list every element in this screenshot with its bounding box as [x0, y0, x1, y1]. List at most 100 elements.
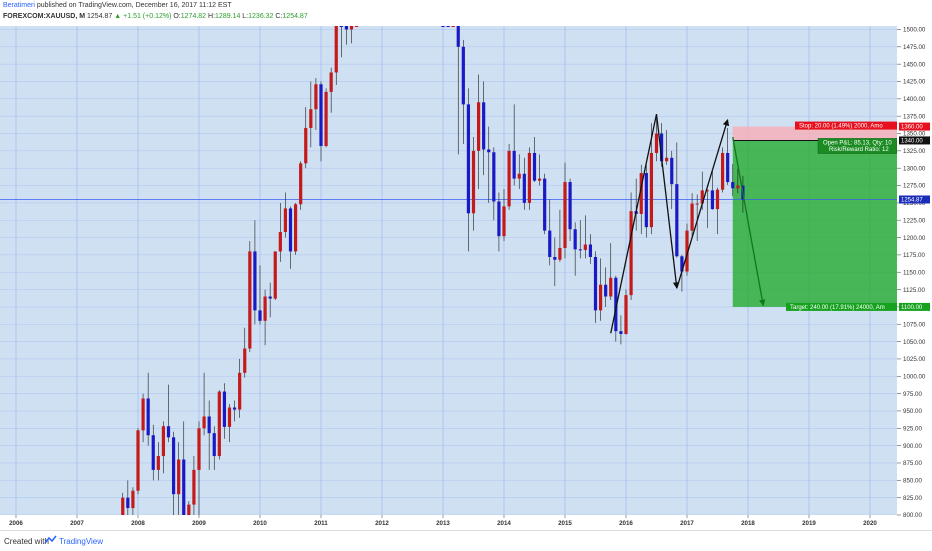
x-tick-label: 2013	[436, 520, 450, 527]
price-chart[interactable]: Stop: 20.00 (1.49%) 2000, Amo Open P&L: …	[0, 26, 932, 530]
take-profit-zone[interactable]	[732, 140, 897, 307]
position-labels: Stop: 20.00 (1.49%) 2000, Amo Open P&L: …	[786, 121, 898, 311]
candle-body	[522, 173, 526, 203]
candle-body	[232, 407, 237, 410]
candle-body	[680, 256, 684, 272]
y-tick-label: 875.00	[903, 460, 922, 467]
candle-body	[588, 244, 593, 257]
candle-body	[344, 26, 349, 30]
stop-loss-zone[interactable]	[732, 126, 897, 141]
price-tags: 1360.00 1340.00 1254.87 1100.00	[899, 122, 930, 311]
candle-body	[161, 426, 166, 457]
candle-body	[243, 348, 247, 373]
y-tick-label: 800.00	[903, 512, 922, 519]
candle-body	[314, 84, 318, 110]
candle-body	[131, 490, 135, 509]
candle-body	[461, 46, 465, 105]
candle-body	[497, 201, 501, 237]
open-value: 1274.82	[180, 13, 207, 20]
stop-price-text: 1360.00	[901, 125, 923, 131]
risk-reward-label: Risk/Reward Ratio: 12	[829, 147, 889, 153]
candle-body	[705, 190, 709, 192]
candle-body	[568, 182, 572, 230]
entry-price-tag	[899, 136, 930, 145]
candle-body	[512, 150, 516, 179]
candle-body	[654, 133, 659, 153]
tradingview-brand-link[interactable]: TradingView	[59, 537, 104, 546]
candle-body	[548, 230, 552, 257]
candle-body	[293, 204, 298, 252]
candle-body	[309, 109, 313, 128]
y-tick-label: 1425.00	[903, 79, 926, 86]
y-tick-label: 1150.00	[903, 269, 925, 276]
y-tick-label: 925.00	[903, 425, 922, 432]
candle-body	[471, 150, 476, 214]
candle-body	[726, 152, 730, 183]
candle-body	[614, 277, 618, 332]
upswing-arrow[interactable]	[676, 119, 730, 289]
candle-body	[258, 310, 262, 321]
candle-body	[492, 152, 496, 202]
candle-body	[624, 295, 628, 334]
trend-drawings[interactable]	[610, 113, 766, 334]
candle-body	[136, 430, 140, 491]
author-link[interactable]: Beratimeri	[3, 2, 35, 9]
price-change: ▲ +1.51 (+0.12%)	[114, 13, 172, 20]
candle-body	[263, 296, 267, 321]
candle-body	[324, 91, 328, 146]
candle-body	[659, 133, 664, 162]
zigzag-pattern-line[interactable]	[610, 113, 680, 334]
candlestick-series	[121, 26, 745, 515]
y-tick-label: 825.00	[903, 495, 922, 502]
y-tick-label: 1350.00	[903, 131, 926, 138]
candle-body	[563, 182, 567, 248]
candle-body	[558, 247, 562, 260]
candle-body	[151, 435, 155, 470]
x-tick-label: 2014	[497, 520, 511, 527]
candle-body	[502, 206, 506, 237]
x-tick-label: 2016	[619, 520, 633, 527]
candle-body	[278, 232, 282, 252]
candle-body	[715, 189, 720, 210]
projection-arrow[interactable]	[732, 136, 766, 307]
candle-body	[192, 469, 196, 505]
x-tick-label: 2011	[314, 520, 328, 527]
published-text: published on TradingView.com, December 1…	[36, 2, 232, 9]
y-tick-label: 975.00	[903, 391, 922, 398]
candle-body	[466, 104, 471, 214]
candle-body	[441, 26, 445, 27]
close-value: 1254.87	[282, 13, 308, 20]
candle-body	[177, 459, 181, 495]
y-tick-label: 1475.00	[903, 44, 926, 51]
candle-body	[207, 416, 211, 434]
y-tick-label: 1025.00	[903, 356, 926, 363]
x-tick-label: 2019	[802, 520, 816, 527]
candle-body	[532, 152, 537, 181]
candle-body	[268, 296, 272, 299]
candle-body	[619, 331, 623, 334]
candle-body	[456, 26, 460, 47]
y-tick-label: 950.00	[903, 408, 922, 415]
candle-body	[629, 211, 633, 296]
candle-body	[604, 284, 608, 297]
candle-body	[487, 149, 491, 153]
candle-body	[553, 256, 557, 260]
candle-body	[329, 72, 333, 92]
candle-body	[202, 416, 206, 429]
candle-body	[319, 84, 323, 146]
candle-body	[171, 437, 176, 495]
short-position-tool[interactable]	[732, 126, 897, 307]
candle-body	[446, 26, 450, 27]
candle-body	[248, 251, 252, 349]
time-axis[interactable]: 2006 2007 2008 2009 2010 2011 2012 2013 2014 2015…	[0, 515, 897, 530]
candle-body	[639, 173, 643, 214]
candle-body	[593, 256, 598, 311]
y-tick-label: 1050.00	[903, 339, 926, 346]
candle-body	[146, 398, 150, 436]
y-tick-label: 1250.00	[903, 200, 926, 207]
y-tick-label: 1275.00	[903, 183, 926, 190]
candle-body	[527, 152, 532, 203]
current-price-text: 1254.87	[901, 197, 923, 203]
x-tick-label: 2017	[680, 520, 694, 527]
price-axis[interactable]: 800.00 825.00 850.00 875.00 900.00 925.00 950.…	[897, 26, 932, 519]
